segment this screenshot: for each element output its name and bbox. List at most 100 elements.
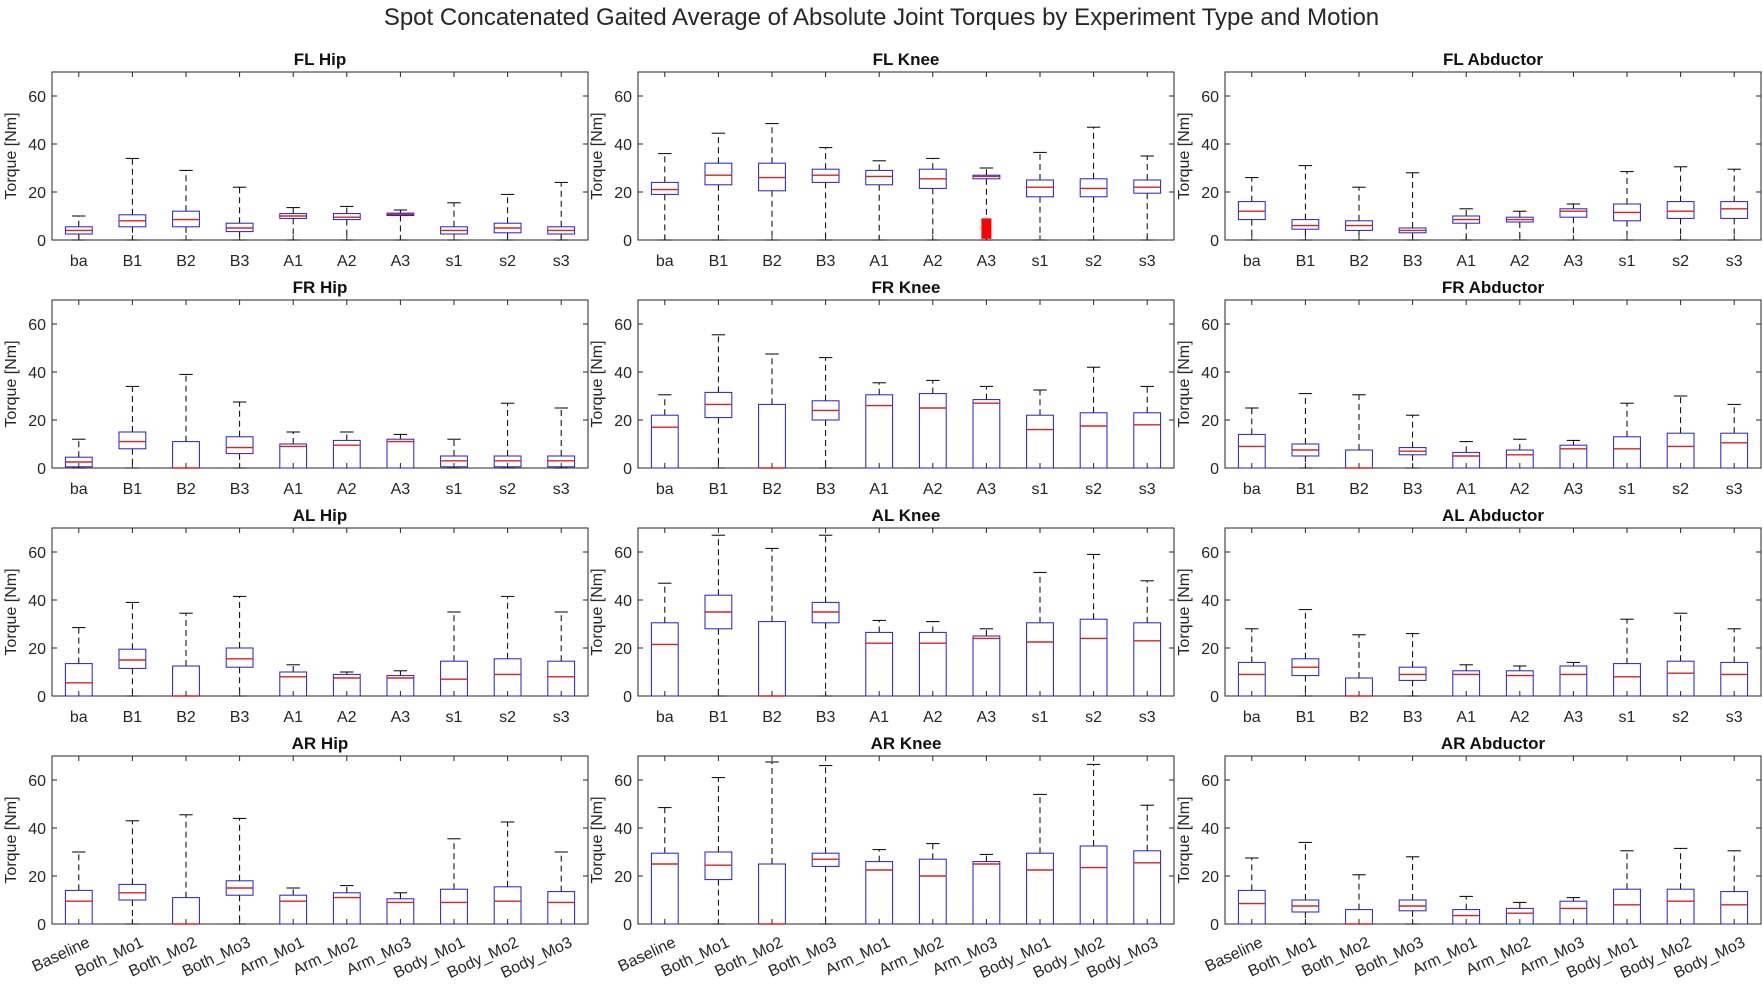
subplot-fl-abductor: FL Abductor Torque [Nm] 0 20 40 60 ba B1 B2 B3 A1 A… [1176,50,1762,270]
iqr-box [1720,201,1749,219]
y-axis-label: Torque [Nm] [589,340,606,427]
box-baseline [64,851,93,925]
y-tick-label: 60 [28,89,46,106]
x-tick-label: B2 [762,253,782,270]
y-tick-label: 20 [614,641,632,658]
box-s2 [493,193,522,241]
box-s1 [440,438,468,469]
y-tick-label: 20 [28,869,46,886]
y-tick-label: 40 [614,593,632,610]
y-axis-label: Torque [Nm] [1176,568,1193,655]
x-tick-label: B1 [123,709,143,726]
subplot-al-hip: AL Hip Torque [Nm] 0 20 40 60 ba B1 B2 B3 A1 A2 A3 s1… [3,506,589,726]
x-tick-label: A3 [1564,709,1584,726]
x-tick-label: B2 [762,481,782,498]
box-b3 [811,147,840,241]
x-tick-label: A3 [977,709,997,726]
subplot-title: AL Knee [872,506,941,525]
x-tick-label: B3 [816,253,836,270]
x-tick-label: ba [1243,709,1261,726]
y-tick-label: 0 [37,233,46,250]
y-tick-label: 60 [1201,89,1219,106]
x-tick-label: B3 [816,709,836,726]
x-tick-label: A1 [283,481,303,498]
x-tick-label: A1 [869,253,889,270]
x-tick-label: B2 [1349,709,1369,726]
x-tick-label: ba [70,709,88,726]
box-b1 [704,334,733,469]
iqr-box [118,431,147,450]
y-tick-label: 40 [1201,365,1219,382]
iqr-box [704,162,733,186]
axes-frame [51,71,589,241]
x-tick-label: A3 [1564,253,1584,270]
x-tick-label: A2 [1510,709,1530,726]
y-axis-label: Torque [Nm] [3,796,20,883]
x-tick-label: s3 [1726,253,1743,270]
x-tick-label: B1 [1296,253,1316,270]
x-tick-label: A2 [923,253,943,270]
box-b2 [172,169,200,241]
y-axis-label: Torque [Nm] [1176,340,1193,427]
box-body-mo3 [1720,850,1749,925]
x-tick-label: B1 [1296,481,1316,498]
x-tick-label: s3 [1139,481,1156,498]
subplot-title: FL Abductor [1443,50,1543,69]
x-tick-label: s3 [1139,253,1156,270]
x-tick-label: B3 [1403,253,1423,270]
x-tick-label: A2 [923,481,943,498]
subplot-title: FL Hip [294,50,347,69]
x-tick-label: A3 [391,481,411,498]
x-tick-label: B3 [230,709,250,726]
x-tick-label: s2 [499,253,516,270]
subplot-title: AR Abductor [1441,734,1546,753]
box-b1 [704,132,733,241]
x-tick-label: s3 [553,253,570,270]
x-tick-label: B1 [709,253,729,270]
x-tick-label: B2 [176,709,196,726]
axes-frame [1224,527,1762,697]
x-tick-label: A2 [337,253,357,270]
box-both-mo1 [118,820,147,925]
subplot-title: AL Hip [293,506,347,525]
y-tick-label: 20 [28,413,46,430]
axes-frame [637,299,1175,469]
box-both-mo3 [811,765,840,925]
y-tick-label: 60 [614,89,632,106]
x-tick-label: s2 [499,709,516,726]
iqr-box [1291,219,1320,230]
axes-frame [51,755,589,925]
iqr-box [865,169,894,186]
x-tick-label: ba [656,253,674,270]
box-body-mo3 [547,851,576,925]
x-tick-label: s2 [1085,253,1102,270]
box-b1 [704,534,733,697]
x-tick-label: A1 [1456,481,1476,498]
subplot-fr-knee: FR Knee Torque [Nm] 0 20 40 60 ba B1 B2 B3 A1 A2 A3 s… [589,278,1175,498]
x-tick-label: B2 [176,253,196,270]
y-tick-label: 60 [1201,317,1219,334]
axes-frame [1224,299,1762,469]
x-tick-label: ba [1243,253,1261,270]
x-tick-label: s1 [1619,253,1636,270]
x-tick-label: B3 [230,481,250,498]
outlier-cluster [981,218,992,239]
iqr-box [1559,208,1588,218]
x-tick-label: A1 [283,253,303,270]
y-axis-label: Torque [Nm] [3,568,20,655]
y-axis-label: Torque [Nm] [3,340,20,427]
x-tick-label: s3 [553,709,570,726]
y-tick-label: 60 [614,317,632,334]
x-tick-label: s2 [1085,709,1102,726]
x-tick-label: A1 [869,709,889,726]
iqr-box [1026,179,1054,198]
box-s1 [1613,171,1641,241]
box-s1 [1026,151,1054,241]
x-tick-label: s3 [1139,709,1156,726]
y-tick-label: 20 [1201,641,1219,658]
box-b3 [811,534,840,697]
y-tick-label: 60 [1201,545,1219,562]
y-tick-label: 40 [28,821,46,838]
